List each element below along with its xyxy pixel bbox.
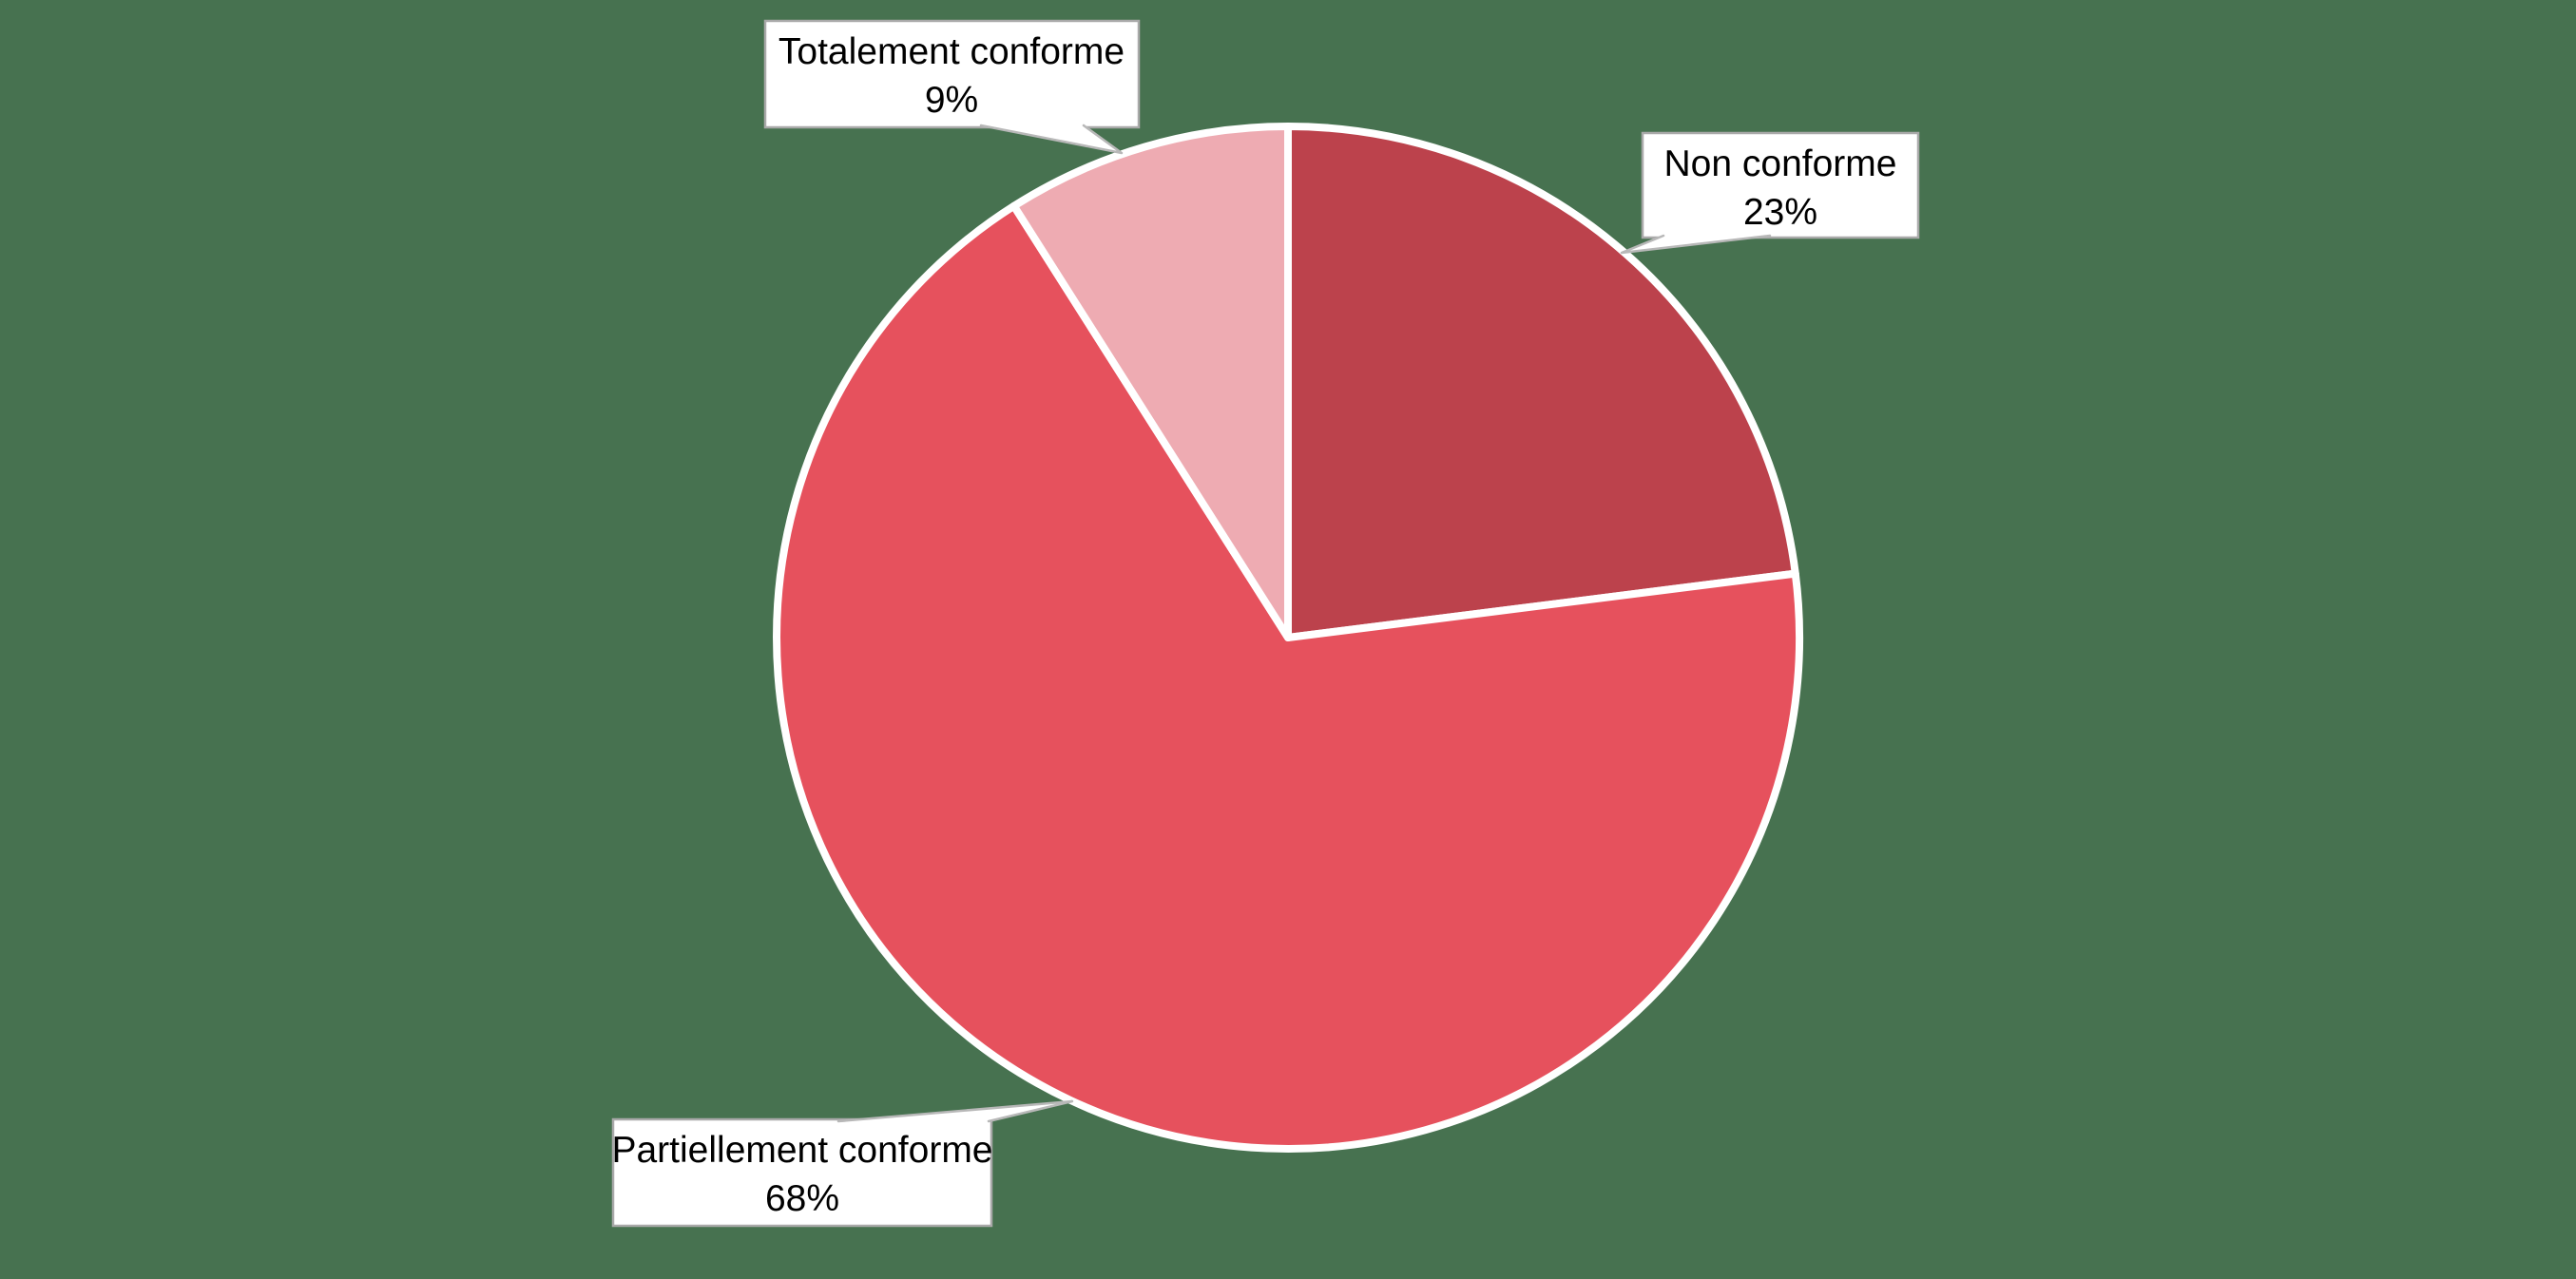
callout-label: Non conforme (1664, 143, 1897, 184)
callout-partiellement-conforme[interactable]: Partiellement conforme 68% (611, 1099, 1074, 1228)
callout-box (763, 19, 1141, 129)
callout-box (611, 1117, 993, 1228)
callout-pointer (836, 1099, 1074, 1123)
callout-pointer (1620, 234, 1772, 255)
callout-label: Totalement conforme (779, 31, 1125, 72)
pie-slice-non-conforme[interactable] (1284, 123, 1799, 641)
callout-label: Partiellement conforme (611, 1130, 992, 1171)
callout-pointer (979, 124, 1124, 155)
callout-non-conforme[interactable]: Non conforme 23% (1620, 131, 1920, 255)
pie-slice-partiellement-conforme[interactable] (773, 201, 1803, 1153)
callout-percent: 68% (765, 1178, 839, 1219)
callout-percent: 23% (1743, 192, 1817, 233)
callout-totalement-conforme[interactable]: Totalement conforme 9% (763, 19, 1141, 155)
pie-slice-totalement-conforme[interactable] (1009, 123, 1292, 641)
callout-percent: 9% (925, 80, 978, 121)
callout-box (1641, 131, 1920, 239)
pie-slices-group (773, 123, 1803, 1153)
